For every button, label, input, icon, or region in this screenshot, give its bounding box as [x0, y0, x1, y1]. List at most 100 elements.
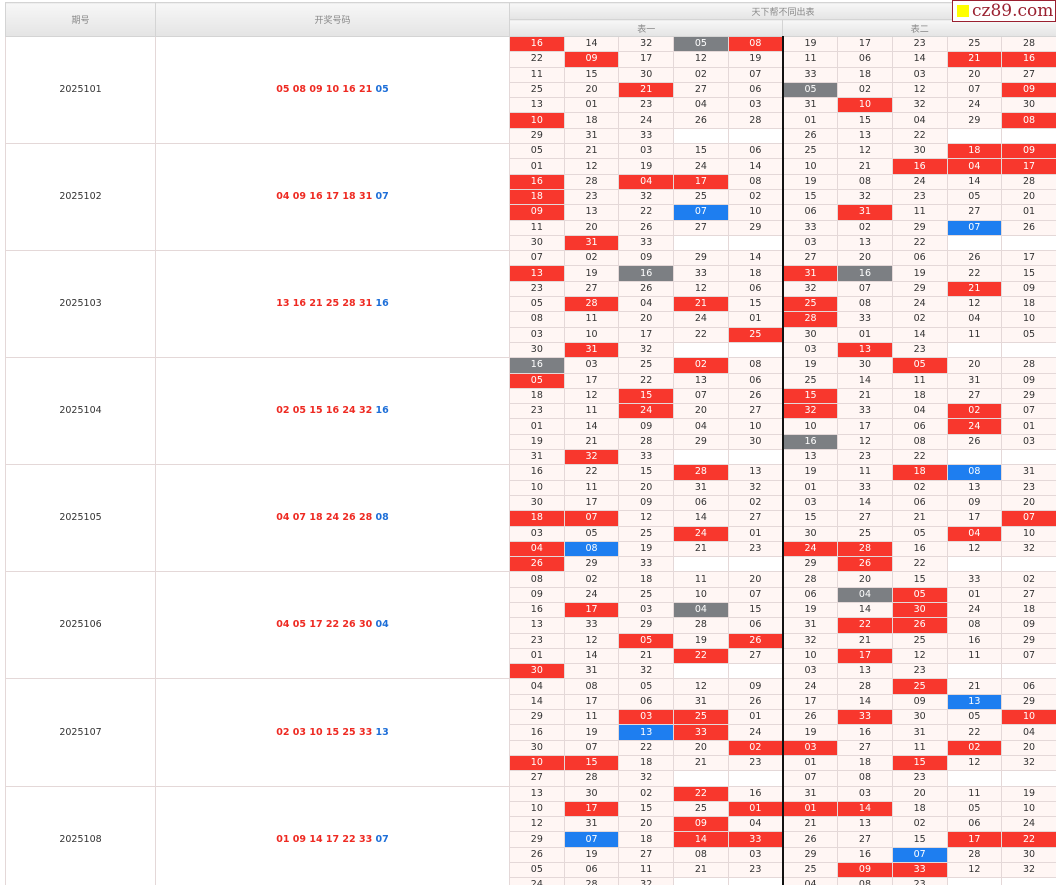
site-logo[interactable]: cz89.com: [952, 0, 1056, 22]
table-row: 16 19 13 33 24 19 16 31 22 04: [6, 724, 1056, 741]
grid-cell-table2: 29: [891, 219, 948, 236]
grid-cell-table2: 10: [837, 97, 893, 114]
grid-cell-table1: 12: [563, 632, 620, 649]
red-ball: 15: [309, 405, 323, 417]
grid-cell-table2: 12: [946, 540, 1003, 558]
table-row: 2025101 05 08 09 10 16 21 05 16 14 32 05 08 19 1…: [5, 35, 1056, 145]
grid-cell-table2: 30: [891, 601, 948, 619]
grid-cell-table2: 24: [781, 540, 839, 558]
grid-cell-table2: 22: [891, 449, 948, 466]
logo-text: cz89.com: [972, 1, 1054, 21]
grid-cell-table2: 01: [781, 754, 839, 772]
grid-cell-table1: 26: [618, 280, 675, 298]
grid-cell-table1: 07: [673, 387, 729, 405]
grid-cell-table2: 30: [781, 525, 839, 542]
grid-cell-table1: 32: [618, 663, 675, 680]
table-row: 29 07 18 14 33 26 27 15 17 22: [6, 831, 1056, 848]
grid-cell-table1: 15: [673, 143, 729, 160]
grid-cell-table1: 24: [727, 724, 784, 741]
grid-cell-table2: 19: [781, 357, 839, 374]
grid-cell-table1: 08: [727, 173, 784, 190]
grid-cell-table2: 22: [891, 556, 948, 573]
table-row: 29 11 03 25 01 26 33 30 05 10: [6, 709, 1056, 726]
grid-cell-table2: 30: [1001, 846, 1056, 864]
table-row: 30 31 33 03 13 22: [6, 234, 1056, 252]
grid-cell-table2: 13: [946, 479, 1003, 496]
table-row: 18 23 32 25 02 15 32 23 05 20: [6, 188, 1056, 206]
grid-cell-table2: 31: [781, 265, 839, 282]
grid-cell-table2: 14: [891, 51, 948, 68]
grid-cell-table1: 04: [727, 816, 784, 833]
grid-cell-table2: 28: [946, 846, 1003, 864]
grid-cell-table2: 12: [946, 296, 1003, 313]
table-row: 23 27 26 12 06 32 07 29 21 09: [6, 280, 1056, 298]
red-ball: 02: [276, 726, 290, 738]
grid-cell-table1: 30: [509, 341, 565, 359]
grid-cell-table1: 16: [509, 724, 565, 741]
grid-cell-table1: 29: [509, 127, 565, 145]
grid-cell-table1: 33: [727, 831, 784, 848]
grid-cell-table1: 33: [618, 234, 675, 252]
red-ball: 04: [276, 512, 290, 524]
red-ball: 24: [325, 512, 340, 524]
grid-cell-table2: 21: [946, 51, 1003, 68]
grid-cell-table2: 24: [946, 97, 1003, 114]
table-row: 05 06 11 21 23 25 09 33 12 32: [6, 862, 1056, 879]
grid-cell-table1: 23: [727, 540, 784, 558]
grid-cell-table2: 29: [1001, 387, 1056, 405]
grid-cell-table1: 10: [509, 800, 565, 818]
grid-cell-table1: 32: [618, 341, 675, 359]
grid-cell-table2: 17: [946, 831, 1003, 848]
table-row: 09 24 25 10 07 06 04 05 01 27: [6, 586, 1056, 603]
grid-cell-table2: 02: [946, 403, 1003, 420]
grid-cell-table1: 07: [509, 250, 565, 267]
grid-cell-table2: 27: [837, 739, 893, 756]
grid-cell-table1: 21: [618, 647, 675, 665]
grid-cell-table2: 26: [891, 617, 948, 634]
grid-cell-table2: 13: [837, 234, 893, 252]
draw-numbers: 01 09 14 17 22 33 07: [155, 785, 510, 885]
grid-cell-table2: 09: [1001, 280, 1056, 298]
table-row: 03 10 17 22 25 30 01 14 11 05: [6, 326, 1056, 343]
grid-cell-table2: 18: [891, 800, 948, 818]
grid-cell-table1: 24: [563, 586, 620, 603]
grid-cell-table1: 15: [563, 754, 620, 772]
grid-cell-table1: [673, 234, 729, 252]
grid-cell-table2: 31: [946, 372, 1003, 389]
grid-cell-table1: 27: [673, 219, 729, 236]
grid-cell-table2: 15: [891, 831, 948, 848]
grid-cell-table2: 10: [1001, 525, 1056, 542]
blue-ball: 08: [375, 512, 389, 524]
grid-cell-table1: 14: [727, 158, 784, 175]
grid-cell-table2: 17: [1001, 158, 1056, 175]
grid-cell-table2: 06: [781, 586, 839, 603]
grid-cell-table2: 10: [781, 647, 839, 665]
header-period: 期号: [5, 2, 156, 37]
grid-cell-table1: 18: [618, 831, 675, 848]
grid-cell-table2: 16: [837, 724, 893, 741]
grid-cell-table2: 27: [946, 387, 1003, 405]
table-row: 2025105 04 07 18 24 26 28 08 16 22 15 28 13 19 1…: [5, 464, 1056, 573]
grid-cell-table1: 17: [563, 601, 620, 619]
grid-cell-table1: 15: [727, 601, 784, 619]
grid-cell-table1: 16: [509, 601, 565, 619]
grid-cell-table1: 15: [727, 296, 784, 313]
grid-cell-table1: 08: [509, 571, 565, 588]
grid-cell-table1: 09: [618, 494, 675, 512]
grid-cell-table2: 24: [1001, 816, 1056, 833]
grid-cell-table1: 10: [509, 754, 565, 772]
grid-cell-table1: 26: [618, 219, 675, 236]
red-ball: 05: [276, 84, 290, 96]
grid-cell-table2: 20: [946, 66, 1003, 83]
grid-cell-table1: 03: [509, 326, 565, 343]
grid-cell-table2: 03: [781, 341, 839, 359]
grid-cell-table1: 20: [563, 81, 620, 99]
grid-cell-table2: 02: [1001, 571, 1056, 588]
grid-cell-table1: 12: [563, 387, 620, 405]
grid-cell-table1: 20: [618, 311, 675, 328]
grid-cell-table2: [946, 234, 1003, 252]
grid-cell-table2: 27: [837, 831, 893, 848]
grid-cell-table2: 05: [781, 81, 839, 99]
grid-cell-table2: 28: [1001, 357, 1056, 374]
grid-cell-table1: 16: [618, 265, 675, 282]
